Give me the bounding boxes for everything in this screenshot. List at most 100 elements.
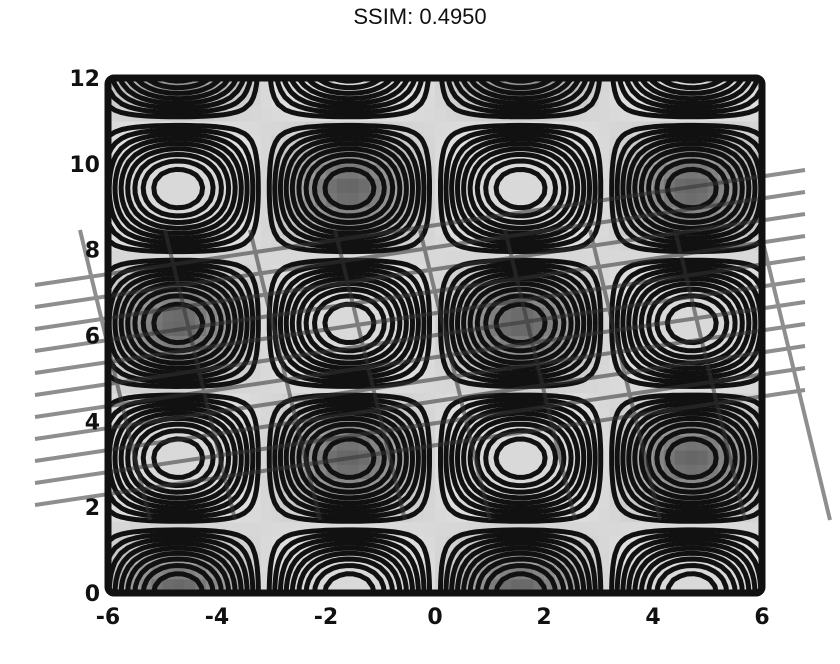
heat-cell <box>620 264 632 279</box>
heat-cell <box>435 407 447 422</box>
distortion-line <box>34 190 806 309</box>
heat-cell <box>456 135 469 151</box>
heat-cell <box>238 120 251 136</box>
heat-cell <box>565 364 578 379</box>
heat-cell <box>260 564 273 580</box>
heat-cell <box>674 178 687 193</box>
heat-cell <box>140 249 153 265</box>
heat-cell <box>271 106 283 122</box>
heat-cell <box>238 249 251 265</box>
heat-cell <box>260 335 273 351</box>
heat-cell <box>435 278 447 294</box>
heat-cell <box>609 378 621 394</box>
heat-cell <box>227 92 240 108</box>
heat-cell <box>304 249 316 265</box>
heat-cell <box>369 192 382 208</box>
heat-cell <box>456 78 469 93</box>
heat-cell <box>740 249 752 265</box>
heat-cell <box>413 120 425 136</box>
heat-cell <box>260 521 273 537</box>
heat-cell <box>663 435 676 451</box>
heat-cell <box>249 235 262 251</box>
heat-cell <box>511 578 523 594</box>
heat-cell <box>162 249 174 265</box>
heat-cell <box>108 535 120 551</box>
heat-cell <box>620 521 632 537</box>
heat-cell <box>326 163 338 179</box>
heat-cell <box>282 521 294 537</box>
heat-cell <box>598 578 610 594</box>
heat-cell <box>740 507 752 523</box>
distortion-line <box>34 256 806 375</box>
heat-cell <box>587 492 600 508</box>
heat-cell <box>642 249 654 265</box>
heat-cell <box>391 178 403 193</box>
heat-cell <box>260 278 273 294</box>
heat-cell <box>358 478 371 494</box>
heat-cell <box>260 92 273 108</box>
heat-cell <box>631 378 643 394</box>
heat-cell <box>445 206 458 222</box>
heat-cell <box>391 507 403 523</box>
heat-cell <box>118 249 131 265</box>
heat-cell <box>707 163 719 179</box>
heat-cell <box>260 492 273 508</box>
heat-cell <box>347 435 360 451</box>
heat-cell <box>336 464 349 480</box>
heat-cell <box>129 521 142 537</box>
heat-cell <box>435 492 447 508</box>
heat-cell <box>173 292 185 308</box>
heat-cell <box>217 392 229 408</box>
heat-cell <box>413 92 425 108</box>
heat-cell <box>424 521 436 537</box>
heat-cell <box>620 135 632 151</box>
heat-cell <box>587 550 600 565</box>
heat-cell <box>108 249 120 265</box>
heat-cell <box>478 349 491 365</box>
heat-cell <box>435 120 447 136</box>
heat-cell <box>326 178 338 193</box>
heat-cell <box>304 149 316 165</box>
heat-cell <box>598 306 610 322</box>
heat-cell <box>391 535 403 551</box>
heat-cell <box>108 278 120 294</box>
heat-cell <box>642 521 654 537</box>
heat-cell <box>206 550 218 565</box>
heat-cell <box>217 306 229 322</box>
heat-cell <box>424 135 436 151</box>
heat-cell <box>522 578 534 594</box>
heat-cell <box>544 292 556 308</box>
heat-cell <box>445 106 458 122</box>
heat-cell <box>674 449 687 465</box>
heat-cell <box>445 364 458 379</box>
heat-cell <box>402 521 414 537</box>
heat-cell <box>293 521 305 537</box>
heat-cell <box>435 378 447 394</box>
heat-cell <box>271 278 283 294</box>
heat-cell <box>380 464 392 480</box>
x-tick-label: 2 <box>536 605 551 630</box>
heat-cell <box>631 521 643 537</box>
heat-cell <box>336 192 349 208</box>
heat-cell <box>293 364 305 379</box>
heat-cell <box>260 178 273 193</box>
distortion-line <box>34 234 806 353</box>
heat-cell <box>718 235 730 251</box>
heat-cell <box>238 392 251 408</box>
heat-cell <box>740 378 752 394</box>
heat-cell <box>609 521 621 537</box>
heat-cell <box>511 321 523 337</box>
heat-cell <box>598 521 610 537</box>
heat-cell <box>598 364 610 379</box>
heat-cell <box>445 407 458 422</box>
heat-cell <box>620 92 632 108</box>
heat-cell <box>500 564 512 580</box>
heat-cell <box>402 149 414 165</box>
heat-cell <box>740 135 752 151</box>
heat-cell <box>609 106 621 122</box>
heat-cell <box>674 464 687 480</box>
heat-cell <box>587 249 600 265</box>
heat-cell <box>467 535 480 551</box>
heat-cell <box>271 392 283 408</box>
heat-cell <box>249 92 262 108</box>
